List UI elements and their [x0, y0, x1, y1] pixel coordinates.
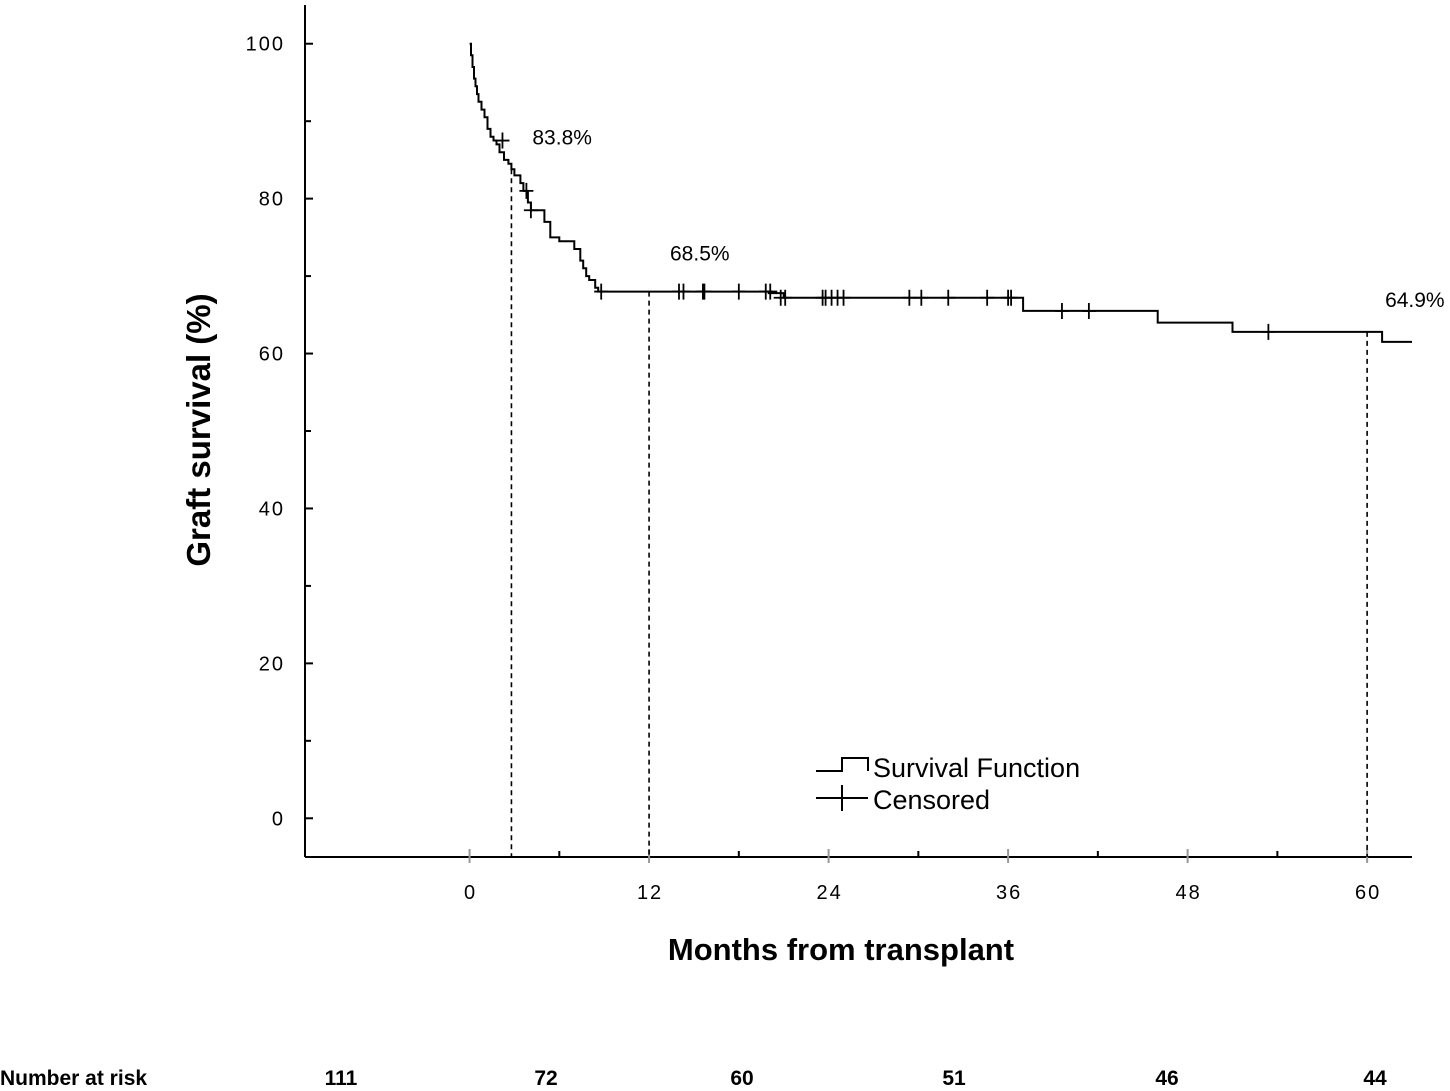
survival-curve	[469, 42, 1412, 343]
number-at-risk-value: 51	[942, 1067, 966, 1090]
y-tick-label: 0	[272, 808, 285, 830]
censored-mark	[980, 289, 995, 306]
legend: Survival Function Censored	[816, 753, 1080, 815]
x-axis-label: Months from transplant	[668, 932, 1014, 967]
censored-mark	[594, 283, 609, 300]
censored-mark	[778, 289, 793, 306]
number-at-risk-value: 60	[730, 1067, 753, 1090]
censored-mark	[495, 132, 510, 149]
number-at-risk-value: 72	[534, 1067, 557, 1090]
x-tick-label: 24	[816, 882, 842, 904]
y-tick-label: 20	[259, 653, 285, 675]
censored-mark	[676, 283, 691, 300]
y-axis-label: Graft survival (%)	[180, 293, 217, 566]
number-at-risk-value: 44	[1363, 1067, 1387, 1090]
survival-step-line	[469, 42, 1412, 343]
survival-annotation: 68.5%	[670, 243, 730, 266]
x-tick-label: 12	[637, 882, 663, 904]
x-tick-label: 60	[1355, 882, 1381, 904]
y-tick-label: 60	[259, 344, 285, 366]
censored-mark	[731, 283, 746, 300]
censored-mark	[914, 289, 929, 306]
reference-lines	[510, 169, 1368, 857]
survival-annotation: 64.9%	[1385, 289, 1445, 312]
number-at-risk-table: Number at risk 111 72 60 51 46 44	[0, 1067, 1387, 1090]
censored-mark	[941, 289, 956, 306]
axes: 0 20 40 60 80 100 0 12 24 36 48 60	[246, 5, 1412, 904]
censored-mark	[519, 182, 534, 199]
x-tick-label: 48	[1175, 882, 1201, 904]
censored-mark	[763, 283, 778, 300]
number-at-risk-value: 111	[325, 1067, 358, 1090]
survival-annotation: 83.8%	[532, 126, 592, 149]
legend-step-symbol	[816, 757, 869, 772]
censored-mark	[836, 289, 851, 306]
x-tick-label: 36	[996, 882, 1022, 904]
legend-label-survival: Survival Function	[873, 753, 1080, 783]
censored-mark	[902, 289, 917, 306]
censored-mark	[1261, 323, 1276, 340]
y-tick-label: 80	[259, 189, 285, 211]
censored-mark	[697, 283, 712, 300]
number-at-risk-value: 46	[1155, 1067, 1178, 1090]
legend-cross-symbol	[816, 785, 868, 811]
censored-mark	[1004, 289, 1019, 306]
censored-marks	[495, 132, 1276, 340]
censored-mark	[523, 202, 538, 219]
number-at-risk-label: Number at risk	[0, 1067, 147, 1090]
y-tick-label: 40	[259, 498, 285, 520]
y-tick-label: 100	[246, 34, 285, 56]
x-tick-label: 0	[464, 882, 477, 904]
censored-mark	[1081, 302, 1096, 319]
annotations: 83.8% 68.5% 64.9%	[532, 126, 1444, 312]
legend-label-censored: Censored	[873, 785, 990, 815]
censored-mark	[1054, 302, 1069, 319]
